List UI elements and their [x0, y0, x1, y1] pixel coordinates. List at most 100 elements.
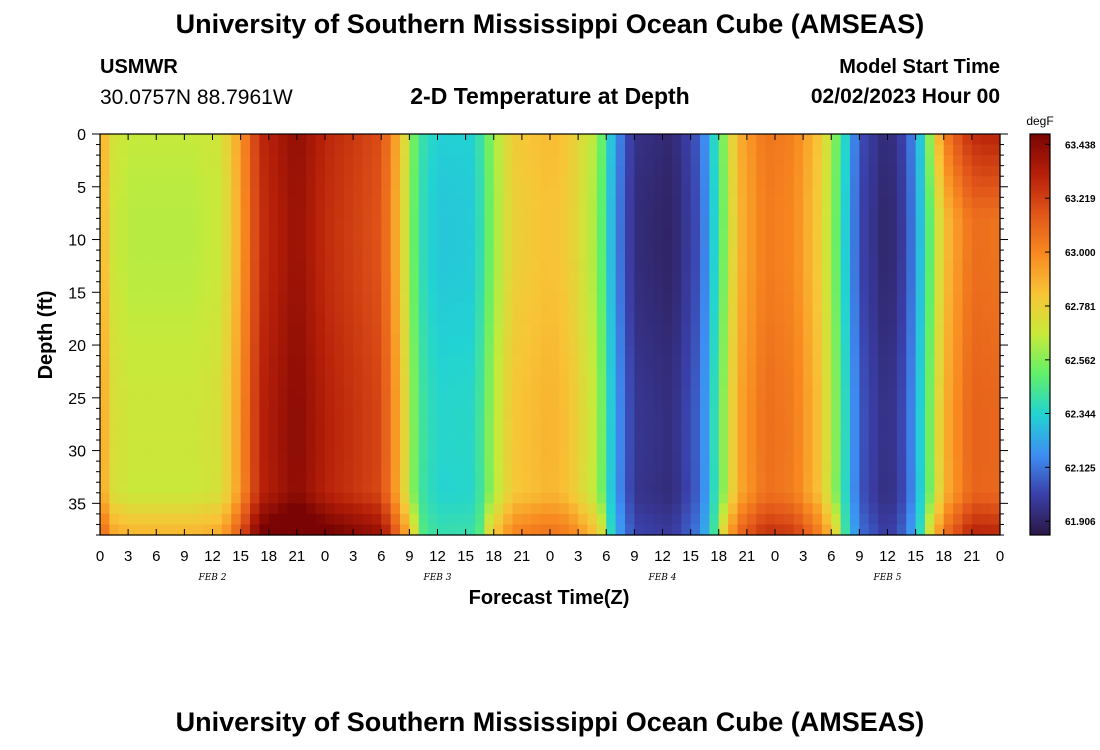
- heatmap-cell: [512, 408, 523, 420]
- heatmap-cell: [334, 323, 345, 336]
- heatmap-cell: [418, 144, 429, 156]
- heatmap-cell: [653, 271, 664, 283]
- heatmap-cell: [700, 165, 710, 177]
- heatmap-cell: [278, 503, 289, 515]
- heatmap-cell: [587, 155, 598, 167]
- heatmap-cell: [475, 197, 485, 209]
- heatmap-cell: [390, 134, 401, 146]
- heatmap-cell: [231, 260, 242, 272]
- heatmap-cell: [943, 281, 954, 293]
- heatmap-cell: [184, 418, 195, 431]
- heatmap-cell: [981, 440, 992, 452]
- heatmap-cell: [221, 429, 232, 441]
- heatmap-cell: [587, 334, 598, 346]
- heatmap-cell: [990, 165, 1001, 177]
- heatmap-cell: [100, 366, 110, 378]
- heatmap-cell: [943, 260, 954, 272]
- heatmap-cell: [521, 186, 532, 198]
- heatmap-cell: [175, 260, 185, 272]
- heatmap-cell: [981, 250, 992, 262]
- heatmap-cell: [653, 144, 664, 156]
- heatmap-cell: [203, 218, 214, 230]
- heatmap-cell: [390, 513, 401, 526]
- heatmap-cell: [278, 239, 289, 251]
- heatmap-cell: [887, 503, 898, 515]
- heatmap-cell: [943, 450, 954, 462]
- heatmap-cell: [184, 134, 195, 146]
- heatmap-cell: [915, 218, 926, 230]
- heatmap-cell: [325, 418, 335, 431]
- heatmap-cell: [465, 513, 476, 526]
- heatmap-cell: [690, 397, 701, 409]
- heatmap-cell: [353, 250, 364, 262]
- heatmap-cell: [540, 281, 551, 293]
- heatmap-cell: [137, 155, 148, 167]
- heatmap-cell: [118, 524, 129, 536]
- heatmap-cell: [128, 461, 139, 473]
- heatmap-cell: [156, 450, 167, 462]
- heatmap-cell: [812, 513, 823, 526]
- heatmap-cell: [240, 292, 251, 304]
- heatmap-cell: [962, 260, 973, 272]
- heatmap-cell: [915, 260, 926, 272]
- heatmap-cell: [381, 292, 392, 304]
- heatmap-cell: [203, 250, 214, 262]
- heatmap-cell: [896, 387, 907, 399]
- heatmap-cell: [709, 197, 720, 209]
- heatmap-cell: [456, 355, 467, 367]
- heatmap-cell: [906, 197, 917, 209]
- heatmap-cell: [203, 355, 214, 367]
- x-tick-label: 15: [682, 548, 699, 565]
- heatmap-cell: [484, 387, 495, 399]
- heatmap-cell: [662, 513, 673, 526]
- heatmap-cell: [484, 503, 495, 515]
- heatmap-cell: [737, 492, 748, 504]
- heatmap-cell: [671, 376, 682, 388]
- heatmap-cell: [456, 450, 467, 462]
- heatmap-cell: [559, 355, 570, 367]
- heatmap-cell: [887, 471, 898, 483]
- heatmap-cell: [793, 228, 804, 241]
- heatmap-cell: [540, 323, 551, 336]
- heatmap-cell: [803, 271, 814, 283]
- heatmap-cell: [765, 376, 776, 388]
- heatmap-cell: [428, 334, 439, 346]
- heatmap-cell: [353, 134, 364, 146]
- heatmap-cell: [690, 482, 701, 494]
- heatmap-cell: [250, 250, 260, 262]
- heatmap-cell: [746, 513, 757, 526]
- heatmap-cell: [737, 323, 748, 336]
- heatmap-cell: [625, 440, 635, 452]
- heatmap-cell: [184, 250, 195, 262]
- heatmap-cell: [484, 408, 495, 420]
- heatmap-cell: [390, 461, 401, 473]
- heatmap-cell: [550, 292, 560, 304]
- heatmap-cell: [821, 197, 832, 209]
- heatmap-cell: [475, 345, 485, 357]
- heatmap-cell: [531, 165, 542, 177]
- heatmap-cell: [390, 345, 401, 357]
- heatmap-cell: [428, 281, 439, 293]
- heatmap-cell: [615, 355, 626, 367]
- heatmap-cell: [981, 271, 992, 283]
- heatmap-cell: [831, 207, 842, 220]
- heatmap-cell: [381, 482, 392, 494]
- heatmap-cell: [981, 313, 992, 325]
- heatmap-cell: [193, 292, 204, 304]
- heatmap-cell: [981, 461, 992, 473]
- heatmap-cell: [418, 513, 429, 526]
- heatmap-cell: [840, 450, 851, 462]
- heatmap-cell: [756, 250, 767, 262]
- heatmap-cell: [784, 471, 795, 483]
- heatmap-cell: [137, 450, 148, 462]
- heatmap-cell: [662, 218, 673, 230]
- heatmap-cell: [306, 271, 317, 283]
- heatmap-cell: [981, 345, 992, 357]
- heatmap-cell: [306, 440, 317, 452]
- heatmap-cell: [475, 144, 485, 156]
- heatmap-cell: [662, 355, 673, 367]
- heatmap-cell: [775, 355, 785, 367]
- heatmap-cell: [981, 134, 992, 146]
- heatmap-cell: [212, 228, 223, 241]
- heatmap-cell: [728, 207, 739, 220]
